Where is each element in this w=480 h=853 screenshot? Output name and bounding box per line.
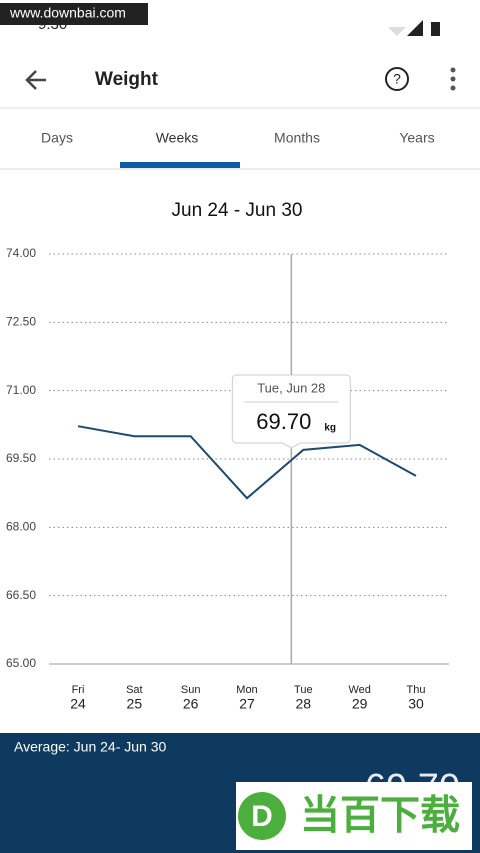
y-tick-label: 65.00 bbox=[6, 656, 36, 670]
x-tick-label: Fri bbox=[72, 684, 85, 696]
y-tick-label: 74.00 bbox=[6, 246, 36, 260]
help-button[interactable]: ? bbox=[385, 67, 409, 91]
x-tick-date: 24 bbox=[70, 696, 86, 712]
watermark-bg bbox=[0, 3, 148, 25]
header-title: Weight bbox=[95, 69, 159, 90]
y-tick-label: 71.00 bbox=[6, 383, 36, 397]
watermark-url: www.downbai.com bbox=[9, 5, 126, 21]
tooltip-unit: kg bbox=[324, 423, 336, 434]
x-tick-date: 27 bbox=[239, 696, 255, 712]
tooltip-title: Tue, Jun 28 bbox=[257, 380, 325, 395]
tab[interactable]: Months bbox=[274, 130, 320, 146]
status-icons bbox=[388, 20, 440, 36]
line-series bbox=[77, 425, 417, 500]
tab[interactable]: Days bbox=[41, 130, 73, 146]
watermark-brand: 当百下载 bbox=[300, 794, 460, 838]
tooltip-value: 69.70 bbox=[256, 409, 311, 434]
x-tick-date: 30 bbox=[408, 696, 424, 712]
x-tick-label: Tue bbox=[294, 684, 313, 696]
y-tick-label: 69.50 bbox=[6, 451, 36, 465]
summary-label: Average: Jun 24- Jun 30 bbox=[14, 739, 167, 755]
tab-bar: Days Weeks Months Years bbox=[41, 130, 435, 168]
x-tick-label: Thu bbox=[406, 684, 425, 696]
x-tick-date: 28 bbox=[296, 696, 312, 712]
watermark-letter: D bbox=[251, 800, 273, 833]
watermark-logo: D 当百下载 bbox=[236, 782, 472, 850]
x-tick-label: Wed bbox=[348, 684, 370, 696]
x-tick-label: Sat bbox=[126, 684, 143, 696]
svg-text:?: ? bbox=[393, 71, 401, 87]
x-tick-date: 25 bbox=[127, 696, 143, 712]
back-button[interactable] bbox=[25, 70, 46, 90]
x-tick-label: Sun bbox=[181, 684, 201, 696]
chart: 65.00 66.50 68.00 69.50 71.00 72.50 74.00 Fri24… bbox=[6, 246, 449, 712]
y-tick-label: 72.50 bbox=[6, 315, 36, 329]
chart-title: Jun 24 - Jun 30 bbox=[172, 200, 303, 221]
x-tick-label: Mon bbox=[236, 684, 257, 696]
menu-button[interactable] bbox=[450, 67, 456, 91]
x-tick-date: 26 bbox=[183, 696, 199, 712]
tooltip-box bbox=[231, 374, 351, 449]
x-tick-date: 29 bbox=[352, 696, 368, 712]
tab[interactable]: Years bbox=[399, 130, 434, 146]
y-tick-label: 68.00 bbox=[6, 520, 36, 534]
tab[interactable]: Weeks bbox=[156, 130, 199, 146]
y-tick-label: 66.50 bbox=[6, 588, 36, 602]
tab-indicator bbox=[120, 162, 240, 168]
